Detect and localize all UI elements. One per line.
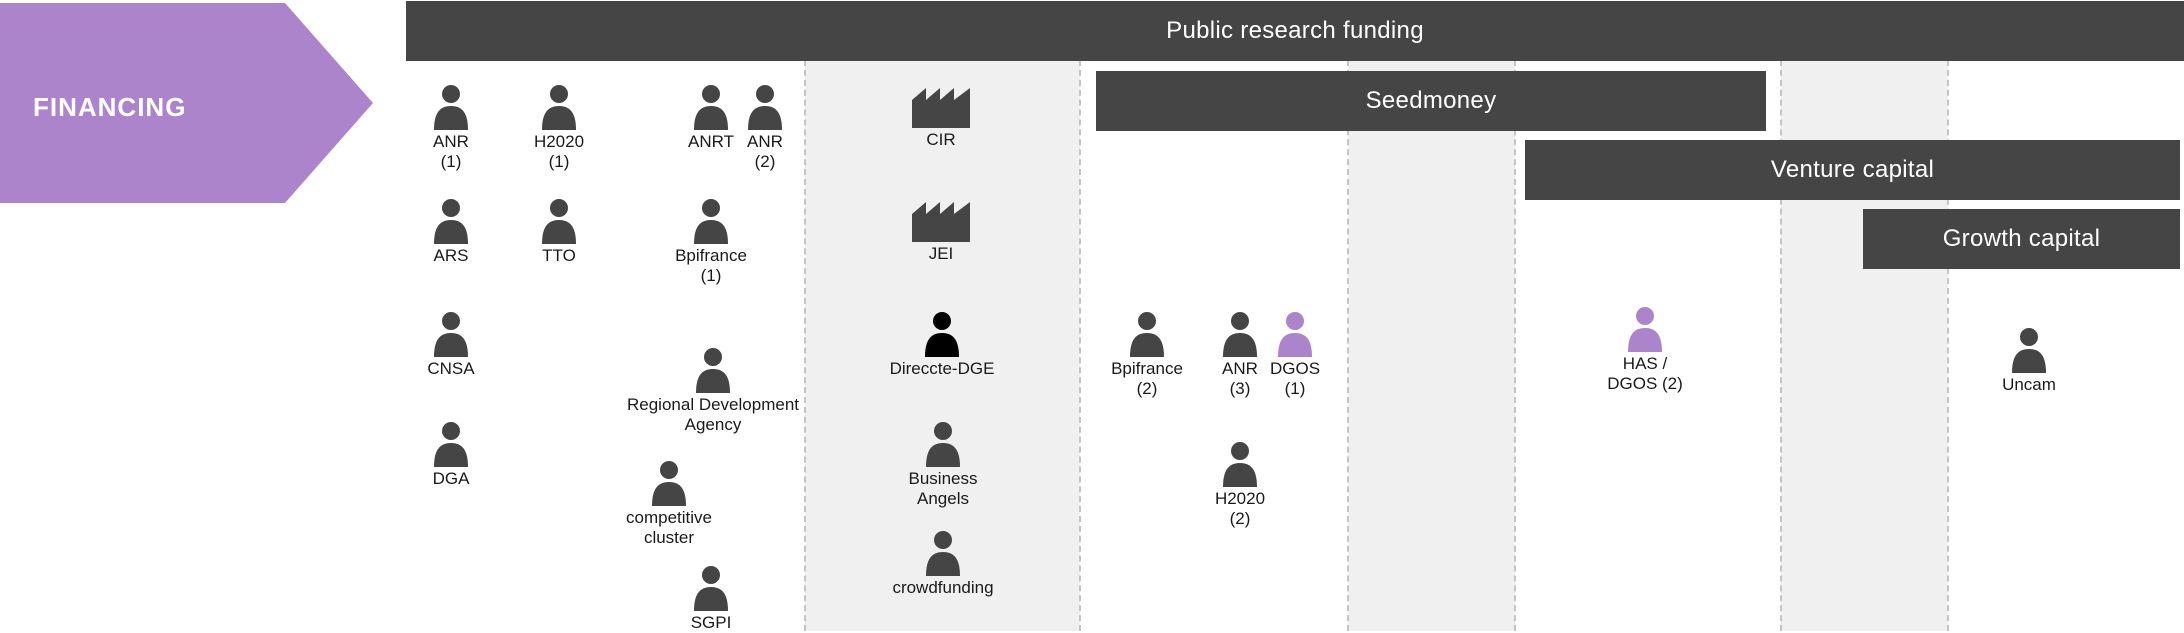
actor-label: CNSA [427, 359, 475, 378]
column-divider [804, 60, 806, 631]
person-icon [2012, 328, 2046, 373]
person-icon [1223, 312, 1257, 357]
actor-regional-development-agency: Regional Development Agency [603, 347, 823, 435]
person-icon [434, 312, 468, 357]
actor-tto: TTO [449, 198, 669, 266]
public-research-funding-bar: Public research funding [406, 1, 2184, 61]
actor-label: CIR [926, 130, 956, 149]
person-icon [696, 348, 730, 393]
actor-label: crowdfunding [892, 578, 994, 597]
actor-label: competitive cluster [626, 508, 712, 547]
column-shade-seed [1348, 60, 1515, 631]
actor-label: JEI [928, 244, 954, 263]
column-divider [1347, 60, 1349, 631]
actor-uncam: Uncam [1919, 327, 2139, 395]
financing-arrow [0, 3, 373, 203]
column-divider [1947, 60, 1949, 631]
actor-sgpi: SGPI [601, 565, 821, 633]
actor-label: DGOS (1) [1269, 359, 1321, 398]
actor-label: Direccte-DGE [889, 359, 995, 378]
seedmoney-bar: Seedmoney [1096, 71, 1766, 131]
actor-label: ARS [433, 246, 469, 265]
person-icon [1628, 307, 1662, 352]
person-icon [542, 199, 576, 244]
person-icon [1278, 312, 1312, 357]
actor-ars: ARS [341, 198, 561, 266]
actor-bpifrance-2: Bpifrance (2) [1037, 311, 1257, 399]
factory-icon [912, 202, 970, 242]
actor-label: Bpifrance (2) [1111, 359, 1183, 398]
person-icon [694, 199, 728, 244]
column-divider [1780, 60, 1782, 631]
person-icon [434, 422, 468, 467]
actor-label: HAS / DGOS (2) [1607, 354, 1683, 393]
actor-direccte-dge: Direccte-DGE [832, 311, 1052, 379]
financing-label: FINANCING [33, 92, 187, 122]
factory-icon [912, 88, 970, 128]
actor-jei: JEI [831, 198, 1051, 264]
actor-label: TTO [542, 246, 576, 265]
person-icon [434, 85, 468, 130]
actor-label: Regional Development Agency [627, 395, 799, 434]
venture-capital-bar: Venture capital [1525, 140, 2180, 200]
actor-competitive-cluster: competitive cluster [559, 460, 779, 548]
actor-crowdfunding: crowdfunding [833, 530, 1053, 598]
person-icon [748, 85, 782, 130]
actor-label: Bpifrance (1) [675, 246, 747, 285]
person-icon [1223, 442, 1257, 487]
actor-anr-1: ANR (1) [341, 84, 561, 172]
person-icon [434, 199, 468, 244]
person-icon [652, 461, 686, 506]
person-icon [694, 85, 728, 130]
column-divider [1514, 60, 1516, 631]
actor-label: ANR (1) [433, 132, 469, 171]
actor-label: SGPI [690, 613, 732, 632]
actor-has-dgos-2: HAS / DGOS (2) [1535, 306, 1755, 394]
person-icon [926, 531, 960, 576]
growth-capital-bar: Growth capital [1863, 209, 2180, 269]
actor-cir: CIR [831, 84, 1051, 150]
actor-label: ANR (3) [1222, 359, 1258, 398]
actor-cnsa: CNSA [341, 311, 561, 379]
person-icon [926, 422, 960, 467]
actor-bpifrance-1: Bpifrance (1) [601, 198, 821, 286]
actor-h2020-2: H2020 (2) [1130, 441, 1350, 529]
actor-label: Business Angels [908, 469, 978, 508]
actor-business-angels: Business Angels [833, 421, 1053, 509]
actor-anr-2: ANR (2) [655, 84, 875, 172]
actor-label: ANR (2) [747, 132, 783, 171]
actor-label: DGA [432, 469, 470, 488]
person-icon [925, 312, 959, 357]
person-icon [1130, 312, 1164, 357]
actor-anr-3: ANR (3) [1130, 311, 1350, 399]
person-icon [694, 566, 728, 611]
actor-label: H2020 (2) [1214, 489, 1266, 528]
actor-dga: DGA [341, 421, 561, 489]
column-divider [1079, 60, 1081, 631]
actor-label: Uncam [2002, 375, 2056, 394]
actor-h2020-1: H2020 (1) [449, 84, 669, 172]
actor-anrt: ANRT [601, 84, 821, 152]
actor-label: H2020 (1) [533, 132, 585, 171]
actor-label: ANRT [688, 132, 734, 151]
person-icon [542, 85, 576, 130]
actor-dgos-1: DGOS (1) [1185, 311, 1405, 399]
